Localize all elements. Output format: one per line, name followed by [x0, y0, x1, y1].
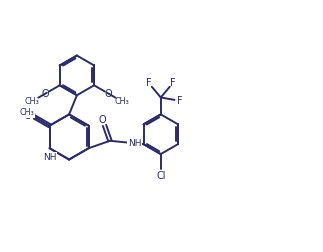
Text: O: O [105, 89, 112, 99]
Text: F: F [146, 78, 151, 88]
Text: O: O [99, 115, 107, 125]
Text: O: O [24, 111, 32, 121]
Text: NH: NH [43, 152, 56, 162]
Text: F: F [170, 78, 176, 88]
Text: CH₃: CH₃ [25, 97, 40, 106]
Text: O: O [41, 89, 49, 99]
Text: Cl: Cl [156, 171, 165, 181]
Text: F: F [177, 96, 182, 106]
Text: NH: NH [128, 139, 141, 148]
Text: CH₃: CH₃ [114, 97, 129, 106]
Text: CH₃: CH₃ [20, 108, 34, 117]
